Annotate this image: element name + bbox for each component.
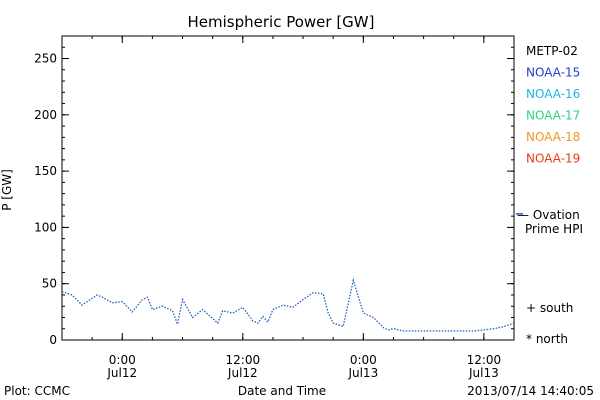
- y-axis-label: P [GW]: [0, 169, 14, 211]
- x-tick-label: 0:00: [109, 353, 136, 367]
- plot-source-label: Plot: CCMC: [4, 384, 70, 398]
- x-axis-label: Date and Time: [238, 384, 326, 398]
- x-tick-label: 12:00: [467, 353, 502, 367]
- y-tick-label: 200: [34, 108, 57, 122]
- x-tick-label: 12:00: [226, 353, 261, 367]
- legend-north-symbol: * north: [526, 332, 568, 346]
- plot-frame: [61, 35, 515, 341]
- x-tick-label: 0:00: [350, 353, 377, 367]
- y-tick-label: 0: [49, 333, 57, 347]
- ovation-label-line2: Prime HPI: [525, 222, 583, 236]
- y-tick-label: 100: [34, 220, 57, 234]
- ovation-label-line1: — Ovation: [517, 208, 580, 222]
- legend-south-symbol: + south: [526, 301, 573, 315]
- y-tick-label: 250: [34, 52, 57, 66]
- legend-noaa-16: NOAA-16: [526, 87, 580, 101]
- x-tick-date-label: Jul13: [468, 366, 499, 380]
- y-tick-label: 150: [34, 164, 57, 178]
- chart-title: Hemispheric Power [GW]: [188, 13, 375, 31]
- y-tick-label: 50: [42, 277, 57, 291]
- legend-noaa-19: NOAA-19: [526, 152, 580, 166]
- ovation-hpi-line: [61, 277, 515, 332]
- legend-metp-02: METP-02: [526, 44, 578, 58]
- legend-noaa-17: NOAA-17: [526, 109, 580, 123]
- x-tick-date-label: Jul12: [227, 366, 258, 380]
- plot-timestamp: 2013/07/14 14:40:05: [467, 384, 594, 398]
- x-tick-date-label: Jul12: [106, 366, 137, 380]
- plot-layer: 0501001502002500:00Jul1212:00Jul120:00Ju…: [34, 35, 580, 380]
- legend-noaa-18: NOAA-18: [526, 130, 580, 144]
- legend-noaa-15: NOAA-15: [526, 66, 580, 80]
- x-tick-date-label: Jul13: [347, 366, 378, 380]
